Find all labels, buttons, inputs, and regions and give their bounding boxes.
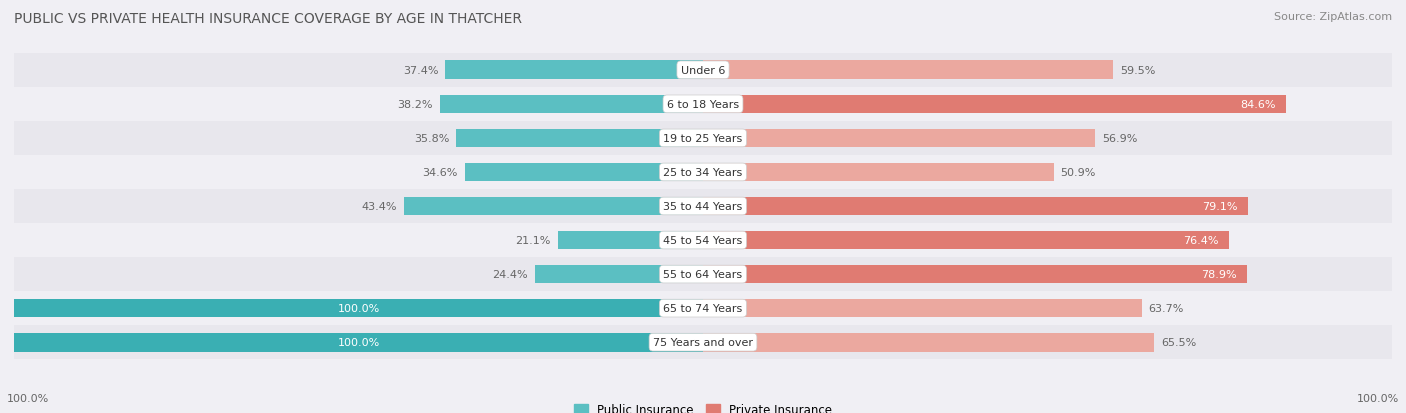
Bar	[558, 231, 703, 250]
Bar	[14, 121, 1392, 156]
Text: 6 to 18 Years: 6 to 18 Years	[666, 100, 740, 109]
Text: 43.4%: 43.4%	[361, 202, 396, 211]
Text: 100.0%: 100.0%	[7, 393, 49, 403]
Bar	[457, 129, 703, 148]
Bar	[703, 95, 1286, 114]
Text: 45 to 54 Years: 45 to 54 Years	[664, 235, 742, 245]
Text: 35 to 44 Years: 35 to 44 Years	[664, 202, 742, 211]
Bar	[14, 292, 1392, 325]
Bar	[14, 190, 1392, 223]
Bar	[14, 333, 703, 352]
Legend: Public Insurance, Private Insurance: Public Insurance, Private Insurance	[569, 398, 837, 413]
Text: 65.5%: 65.5%	[1161, 337, 1197, 347]
Bar	[703, 197, 1249, 216]
Bar	[703, 129, 1095, 148]
Text: 21.1%: 21.1%	[516, 235, 551, 245]
Text: 79.1%: 79.1%	[1202, 202, 1237, 211]
Bar	[703, 299, 1142, 318]
Text: 65 to 74 Years: 65 to 74 Years	[664, 304, 742, 313]
Bar	[703, 61, 1114, 80]
Text: 56.9%: 56.9%	[1102, 133, 1137, 144]
Bar	[703, 265, 1247, 284]
Text: 25 to 34 Years: 25 to 34 Years	[664, 168, 742, 178]
Text: Source: ZipAtlas.com: Source: ZipAtlas.com	[1274, 12, 1392, 22]
Bar	[14, 299, 703, 318]
Text: 100.0%: 100.0%	[337, 304, 380, 313]
Text: 35.8%: 35.8%	[415, 133, 450, 144]
Text: 19 to 25 Years: 19 to 25 Years	[664, 133, 742, 144]
Bar	[703, 333, 1154, 352]
Bar	[464, 163, 703, 182]
Text: 75 Years and over: 75 Years and over	[652, 337, 754, 347]
Text: 38.2%: 38.2%	[398, 100, 433, 109]
Text: 78.9%: 78.9%	[1201, 269, 1236, 280]
Text: 84.6%: 84.6%	[1240, 100, 1275, 109]
Text: 50.9%: 50.9%	[1060, 168, 1095, 178]
Text: 59.5%: 59.5%	[1119, 66, 1156, 76]
Bar	[534, 265, 703, 284]
Text: PUBLIC VS PRIVATE HEALTH INSURANCE COVERAGE BY AGE IN THATCHER: PUBLIC VS PRIVATE HEALTH INSURANCE COVER…	[14, 12, 522, 26]
Text: 34.6%: 34.6%	[422, 168, 458, 178]
Bar	[14, 257, 1392, 292]
Text: 100.0%: 100.0%	[1357, 393, 1399, 403]
Text: 100.0%: 100.0%	[337, 337, 380, 347]
Bar	[703, 163, 1053, 182]
Bar	[14, 325, 1392, 359]
Bar	[14, 156, 1392, 190]
Text: Under 6: Under 6	[681, 66, 725, 76]
Text: 63.7%: 63.7%	[1149, 304, 1184, 313]
Text: 37.4%: 37.4%	[404, 66, 439, 76]
Bar	[14, 88, 1392, 121]
Bar	[14, 223, 1392, 257]
Text: 55 to 64 Years: 55 to 64 Years	[664, 269, 742, 280]
Bar	[446, 61, 703, 80]
Bar	[14, 54, 1392, 88]
Text: 76.4%: 76.4%	[1184, 235, 1219, 245]
Bar	[440, 95, 703, 114]
Bar	[703, 231, 1229, 250]
Text: 24.4%: 24.4%	[492, 269, 529, 280]
Bar	[404, 197, 703, 216]
